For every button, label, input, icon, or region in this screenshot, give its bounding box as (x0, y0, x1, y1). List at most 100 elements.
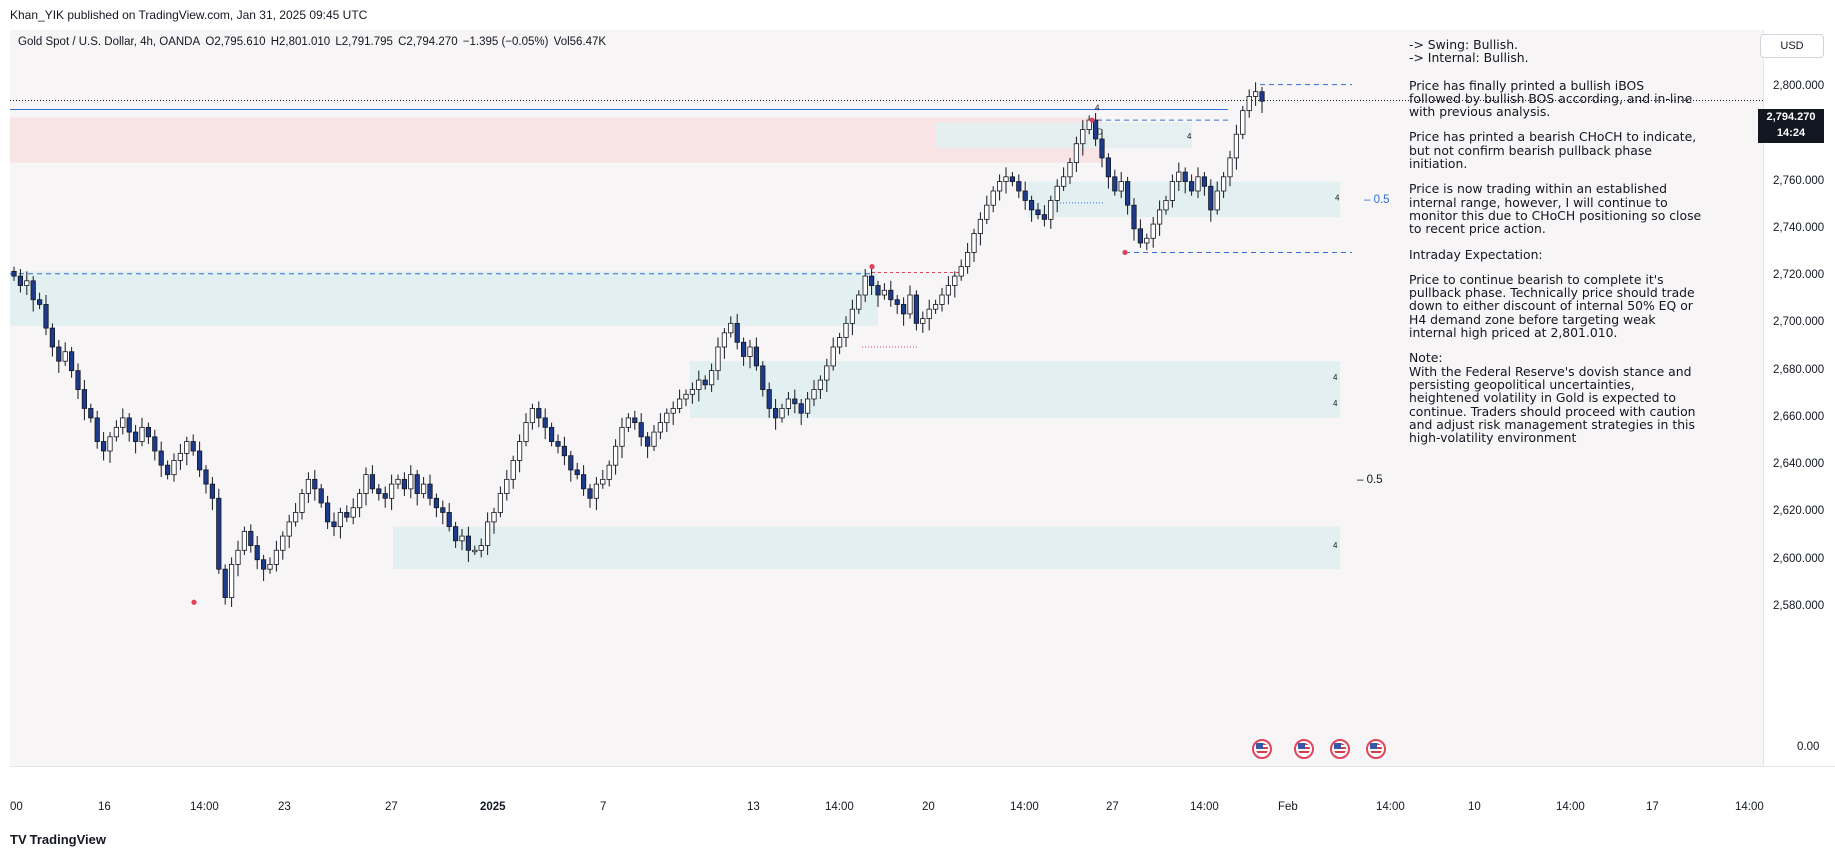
candle-bear (318, 488, 324, 504)
price-scale[interactable]: 2,800.0002,780.0002,760.0002,740.0002,72… (1763, 30, 1835, 766)
note-p2: Price has printed a bearish CHoCH to ind… (1409, 129, 1697, 172)
time-tick: 17 (1646, 801, 1659, 813)
candle-bull (1157, 209, 1163, 225)
candle-bull (664, 412, 670, 424)
price-tick: 2,800.000 (1773, 80, 1825, 92)
candle-bear (555, 441, 561, 447)
time-tick: 27 (385, 801, 398, 813)
candle-bear (382, 493, 388, 499)
candle-bear (875, 285, 881, 296)
price-tick: 2,660.000 (1773, 410, 1825, 423)
candle-bear (94, 417, 100, 442)
note-p5: Price to continue bearish to complete it… (1409, 271, 1695, 341)
candle-bear (1189, 181, 1195, 192)
candle-bull (171, 460, 177, 476)
candle-bear (222, 568, 228, 598)
note-swing: -> Swing: Bullish. (1409, 37, 1518, 52)
candle-bear (203, 469, 209, 485)
us-flag-event-icon[interactable] (1330, 739, 1350, 759)
time-tick: 14:00 (1010, 801, 1039, 813)
candle-bull (984, 204, 990, 220)
price-change: −1.395 (−0.05%) (462, 36, 549, 48)
symbol-name: Gold Spot / U.S. Dollar, 4h, OANDA (18, 36, 201, 48)
candle-bear (209, 483, 215, 499)
time-tick: 00 (10, 801, 23, 813)
candle-bear (1016, 181, 1022, 192)
candle-bear (344, 512, 350, 518)
candle-bull (606, 464, 612, 480)
time-tick: 27 (1106, 801, 1119, 813)
candle-bear (773, 408, 779, 419)
currency-button[interactable]: USD (1760, 34, 1824, 58)
time-tick: 20 (922, 801, 935, 813)
time-tick: 14:00 (1376, 801, 1405, 813)
candle-bull (817, 379, 824, 390)
us-flag-event-icon[interactable] (1294, 739, 1314, 759)
candle-bull (837, 337, 843, 348)
candle-bear (1105, 157, 1111, 178)
candle-bull (62, 351, 68, 362)
candle-bull (600, 478, 606, 485)
candle-bull (939, 294, 945, 305)
candle-bear (254, 545, 260, 561)
candle-bull (747, 346, 753, 357)
candle-bull (299, 493, 305, 513)
time-tick: 14:00 (1190, 801, 1219, 813)
candle-bear (164, 464, 171, 476)
candle-bull (1054, 185, 1060, 201)
candle-bull (120, 417, 126, 428)
time-axis[interactable]: 00 16 14:00 23 27 2025 7 13 14:00 20 14:00 27 14:00 F… (10, 766, 1835, 813)
candle-bear (760, 365, 766, 390)
candle-bull (843, 322, 849, 338)
candle-bull (408, 474, 414, 490)
zones-layer (10, 117, 1340, 570)
candle-bear (427, 483, 433, 499)
chart-area[interactable]: 4 4 4 4 4 4 D (10, 30, 1763, 766)
brand-name: TradingView (29, 832, 106, 847)
candle-bull (997, 181, 1003, 192)
candle-bull (1221, 176, 1227, 192)
candle-bear (75, 370, 81, 390)
candle-bear (901, 304, 907, 315)
candle-bear (1125, 181, 1131, 206)
candle-bull (356, 493, 363, 509)
candle-bear (216, 497, 222, 570)
zone-tag: 4 (1333, 541, 1338, 550)
tradingview-logo[interactable]: TV TradingView (10, 832, 106, 847)
candle-bull (1240, 110, 1246, 135)
candle-bull (350, 507, 356, 518)
us-flag-event-icon[interactable] (1366, 739, 1386, 759)
candle-bear (632, 417, 638, 424)
candle-bear (1131, 204, 1137, 230)
candle-bull (721, 332, 728, 348)
candle-bear (1208, 185, 1214, 211)
eq-label-lower: – 0.5 (1357, 474, 1383, 486)
us-flag-event-icon[interactable] (1252, 739, 1272, 759)
price-tick: 2,760.000 (1773, 174, 1825, 187)
note-p1: Price has finally printed a bullish iBOS… (1409, 77, 1693, 120)
candle-bear (1022, 190, 1028, 201)
candle-bear (331, 521, 337, 528)
candle-bull (286, 521, 292, 537)
candle-bull (830, 346, 836, 367)
time-tick: 10 (1468, 801, 1481, 813)
candle-bear (152, 436, 158, 452)
price-tick: 2,640.000 (1773, 458, 1825, 471)
analysis-notes: -> Swing: Bullish. -> Internal: Bullish.… (1409, 38, 1739, 456)
zone-tag: 4 (1333, 399, 1338, 408)
time-tick: 16 (98, 801, 111, 813)
price-chart[interactable]: 4 4 4 4 4 4 D (10, 30, 1763, 766)
candle-bear (465, 535, 472, 551)
candle-bear (440, 507, 446, 513)
candle-bear (869, 275, 875, 286)
candle-bull (1233, 133, 1239, 159)
candle-bear (190, 441, 196, 452)
last-price-tag: 2,794.270 14:24 (1758, 109, 1824, 143)
candle-bull (824, 365, 830, 381)
candle-bear (196, 450, 203, 471)
note-p4: Intraday Expectation: (1409, 246, 1543, 262)
candle-bull (235, 549, 241, 565)
candle-bull (280, 535, 286, 551)
candle-bull (677, 398, 683, 409)
candle-bear (1093, 119, 1099, 140)
